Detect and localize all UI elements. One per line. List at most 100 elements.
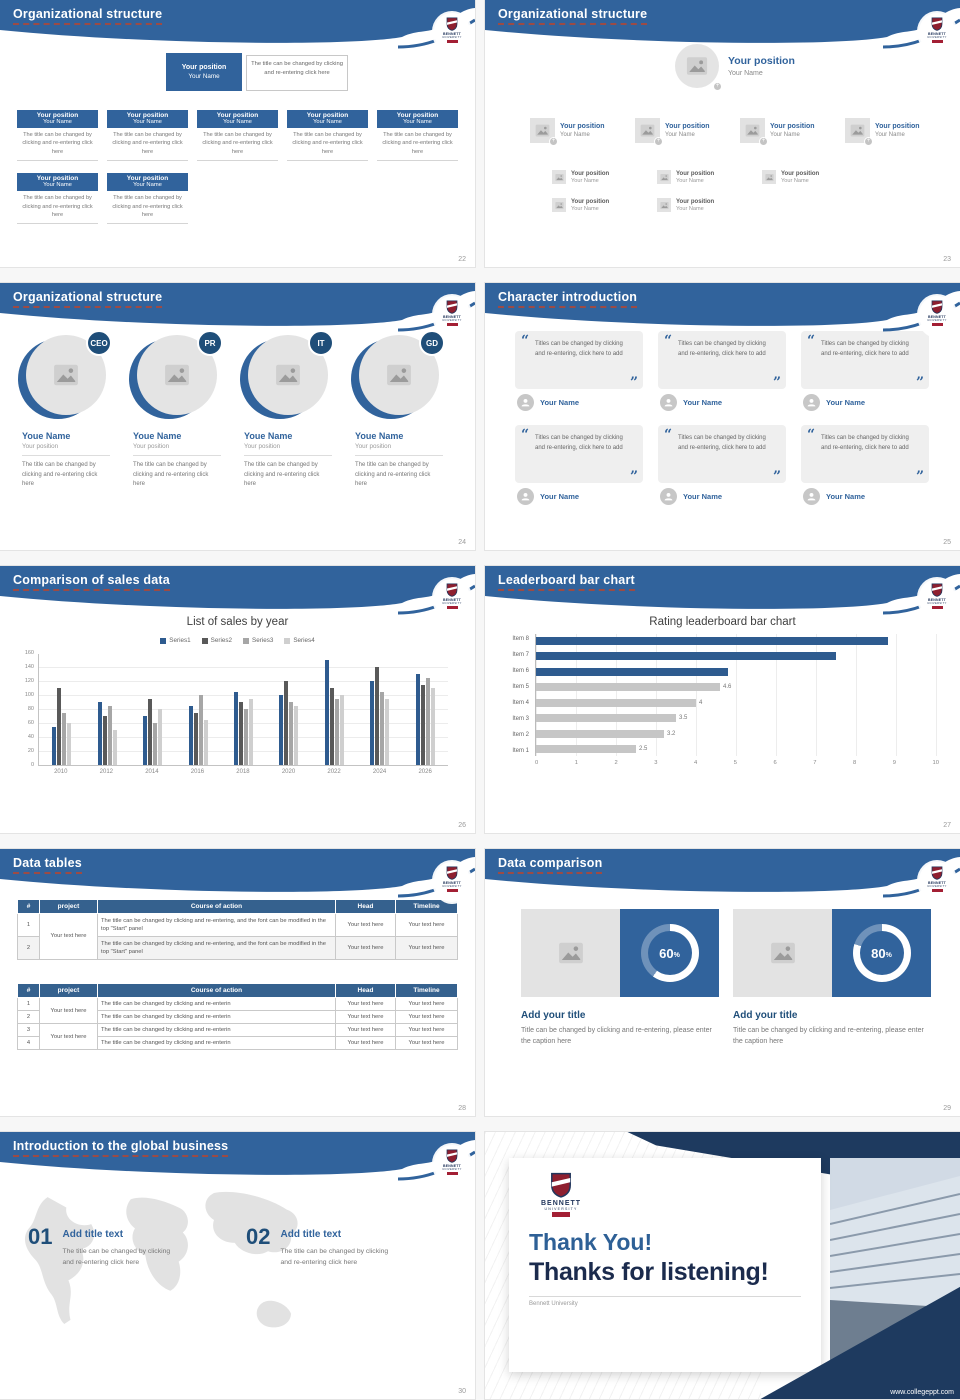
category-labels: Item 8 Item 7 Item 6 Item 5 Item 4 Item 3 Item… — [512, 636, 529, 754]
donut-chart: 80% — [852, 924, 911, 982]
bar-row: 4.6 — [536, 683, 939, 692]
bar — [248, 698, 253, 765]
image-placeholder-icon — [552, 170, 566, 184]
table-header-row: # project Course of action Head Timeline — [17, 983, 458, 998]
quote-cell: “Titles can be changed by clicking and r… — [515, 425, 643, 505]
bar — [339, 695, 344, 765]
org-node: Your position Your Name The title can be c… — [107, 173, 188, 225]
slide-24[interactable]: Organizational structure BENNETT UNIVERS… — [0, 283, 475, 550]
slide-26[interactable]: Comparison of sales data BENNETT UNIVERS… — [0, 566, 475, 833]
image-placeholder-icon — [733, 909, 832, 997]
university-crest: BENNETT UNIVERSITY — [434, 13, 470, 53]
bar — [143, 716, 148, 765]
quote-cell: “Titles can be changed by clicking and r… — [658, 425, 786, 505]
person-icon — [803, 488, 820, 505]
image-placeholder-icon — [635, 118, 663, 146]
add-badge-icon — [549, 137, 558, 146]
bar — [158, 709, 163, 765]
table-row: 1 Your text here The title can be changed … — [17, 996, 458, 1025]
slide-title: Data tables — [13, 856, 82, 874]
image-placeholder-icon — [657, 198, 671, 212]
bar — [203, 719, 208, 765]
crest-shield-icon — [931, 583, 943, 597]
image-placeholder-icon — [521, 909, 620, 997]
close-quote-icon: ” — [629, 469, 638, 485]
slide-30[interactable]: Introduction to the global business BENN… — [0, 1132, 475, 1399]
page-number: 29 — [943, 1105, 951, 1112]
bar — [198, 695, 203, 765]
bar — [62, 712, 67, 765]
horizontal-bar-plot: 4.6 4 3.5 3.2 2.5 — [535, 634, 939, 756]
bar-group — [415, 674, 435, 765]
legend-item: Series4 — [284, 637, 315, 644]
bar — [536, 652, 836, 661]
org-node: Your position Your Name The title can be c… — [287, 110, 368, 162]
slide-27[interactable]: Leaderboard bar chart BENNETT UNIVERSITY… — [485, 566, 960, 833]
bar — [536, 745, 636, 754]
person-bio: The title can be changed by clicking and… — [22, 462, 98, 488]
slide-23[interactable]: Organizational structure BENNETT UNIVERS… — [485, 0, 960, 267]
role-badge: IT — [308, 330, 334, 356]
bar-group — [324, 660, 344, 765]
bar-chart-plot — [38, 654, 448, 766]
bar — [243, 709, 248, 765]
bar — [289, 702, 294, 765]
slide-25[interactable]: Character introduction BENNETT UNIVERSIT… — [485, 283, 960, 550]
thank-you-card: BENNETT UNIVERSITY Thank You! Thanks for… — [509, 1158, 821, 1372]
quote-card: “Titles can be changed by clicking and r… — [515, 425, 643, 485]
page-number: 30 — [458, 1388, 466, 1395]
page-number: 23 — [943, 256, 951, 263]
comparison-panel: 60% Add your title Title can be changed … — [521, 909, 719, 1047]
bar — [380, 691, 385, 765]
image-placeholder-icon — [657, 170, 671, 184]
legend-item: Series3 — [243, 637, 273, 644]
image-placeholder-icon — [762, 170, 776, 184]
page-number: 26 — [458, 822, 466, 829]
slide-22[interactable]: Organizational structure BENNETT UNIVERS… — [0, 0, 475, 267]
x-axis-labels: 2010 2012 2014 2016 2018 2020 2022 2024 2026 — [54, 769, 432, 775]
slide-29[interactable]: Data comparison BENNETT UNIVERSITY 60% A… — [485, 849, 960, 1116]
table-row: 1 Your text here The title can be changed … — [17, 913, 458, 960]
image-placeholder-icon — [530, 118, 558, 146]
bar — [238, 702, 243, 765]
panel-caption: Title can be changed by clicking and re-… — [521, 1027, 712, 1045]
bar-row — [536, 636, 939, 645]
add-badge-icon — [864, 137, 873, 146]
slide-thank-you[interactable]: BENNETT UNIVERSITY Thank You! Thanks for… — [485, 1132, 960, 1399]
thank-you-title: Thank You! — [529, 1229, 653, 1255]
crest-badge — [446, 322, 458, 326]
bar-value: 4.6 — [723, 684, 732, 691]
bar-group — [188, 695, 208, 765]
image-placeholder-icon — [675, 44, 722, 91]
crest-badge — [446, 888, 458, 892]
image-placeholder-icon — [740, 118, 768, 146]
table-row: 4 The title can be changed by clicking an… — [17, 1036, 458, 1051]
bar — [67, 723, 72, 765]
close-quote-icon: ” — [772, 469, 781, 485]
slide-28[interactable]: Data tables BENNETT UNIVERSITY # project C… — [0, 849, 475, 1116]
image-placeholder-icon — [845, 118, 873, 146]
org-subnode: Your position Your Name — [657, 198, 762, 212]
bar-group — [143, 698, 163, 765]
university-crest: BENNETT UNIVERSITY — [919, 296, 955, 336]
crest-shield-icon — [931, 300, 943, 314]
university-crest: BENNETT UNIVERSITY — [434, 1145, 470, 1185]
university-crest: BENNETT UNIVERSITY — [919, 579, 955, 619]
crest-badge — [446, 39, 458, 43]
role-badge: GD — [419, 330, 445, 356]
bar — [370, 681, 375, 765]
bar — [536, 683, 720, 692]
open-quote-icon: “ — [807, 427, 816, 443]
donut-panel: 60% — [620, 909, 719, 997]
add-badge-icon — [713, 82, 722, 91]
legend-item: Series1 — [160, 637, 191, 644]
role-badge: PR — [197, 330, 223, 356]
crest-badge — [446, 1171, 458, 1175]
crest-shield-icon — [446, 1149, 458, 1163]
org-subnode: Your position Your Name — [552, 198, 657, 212]
slide-title: Introduction to the global business — [13, 1139, 228, 1157]
slide-title: Character introduction — [498, 290, 637, 308]
